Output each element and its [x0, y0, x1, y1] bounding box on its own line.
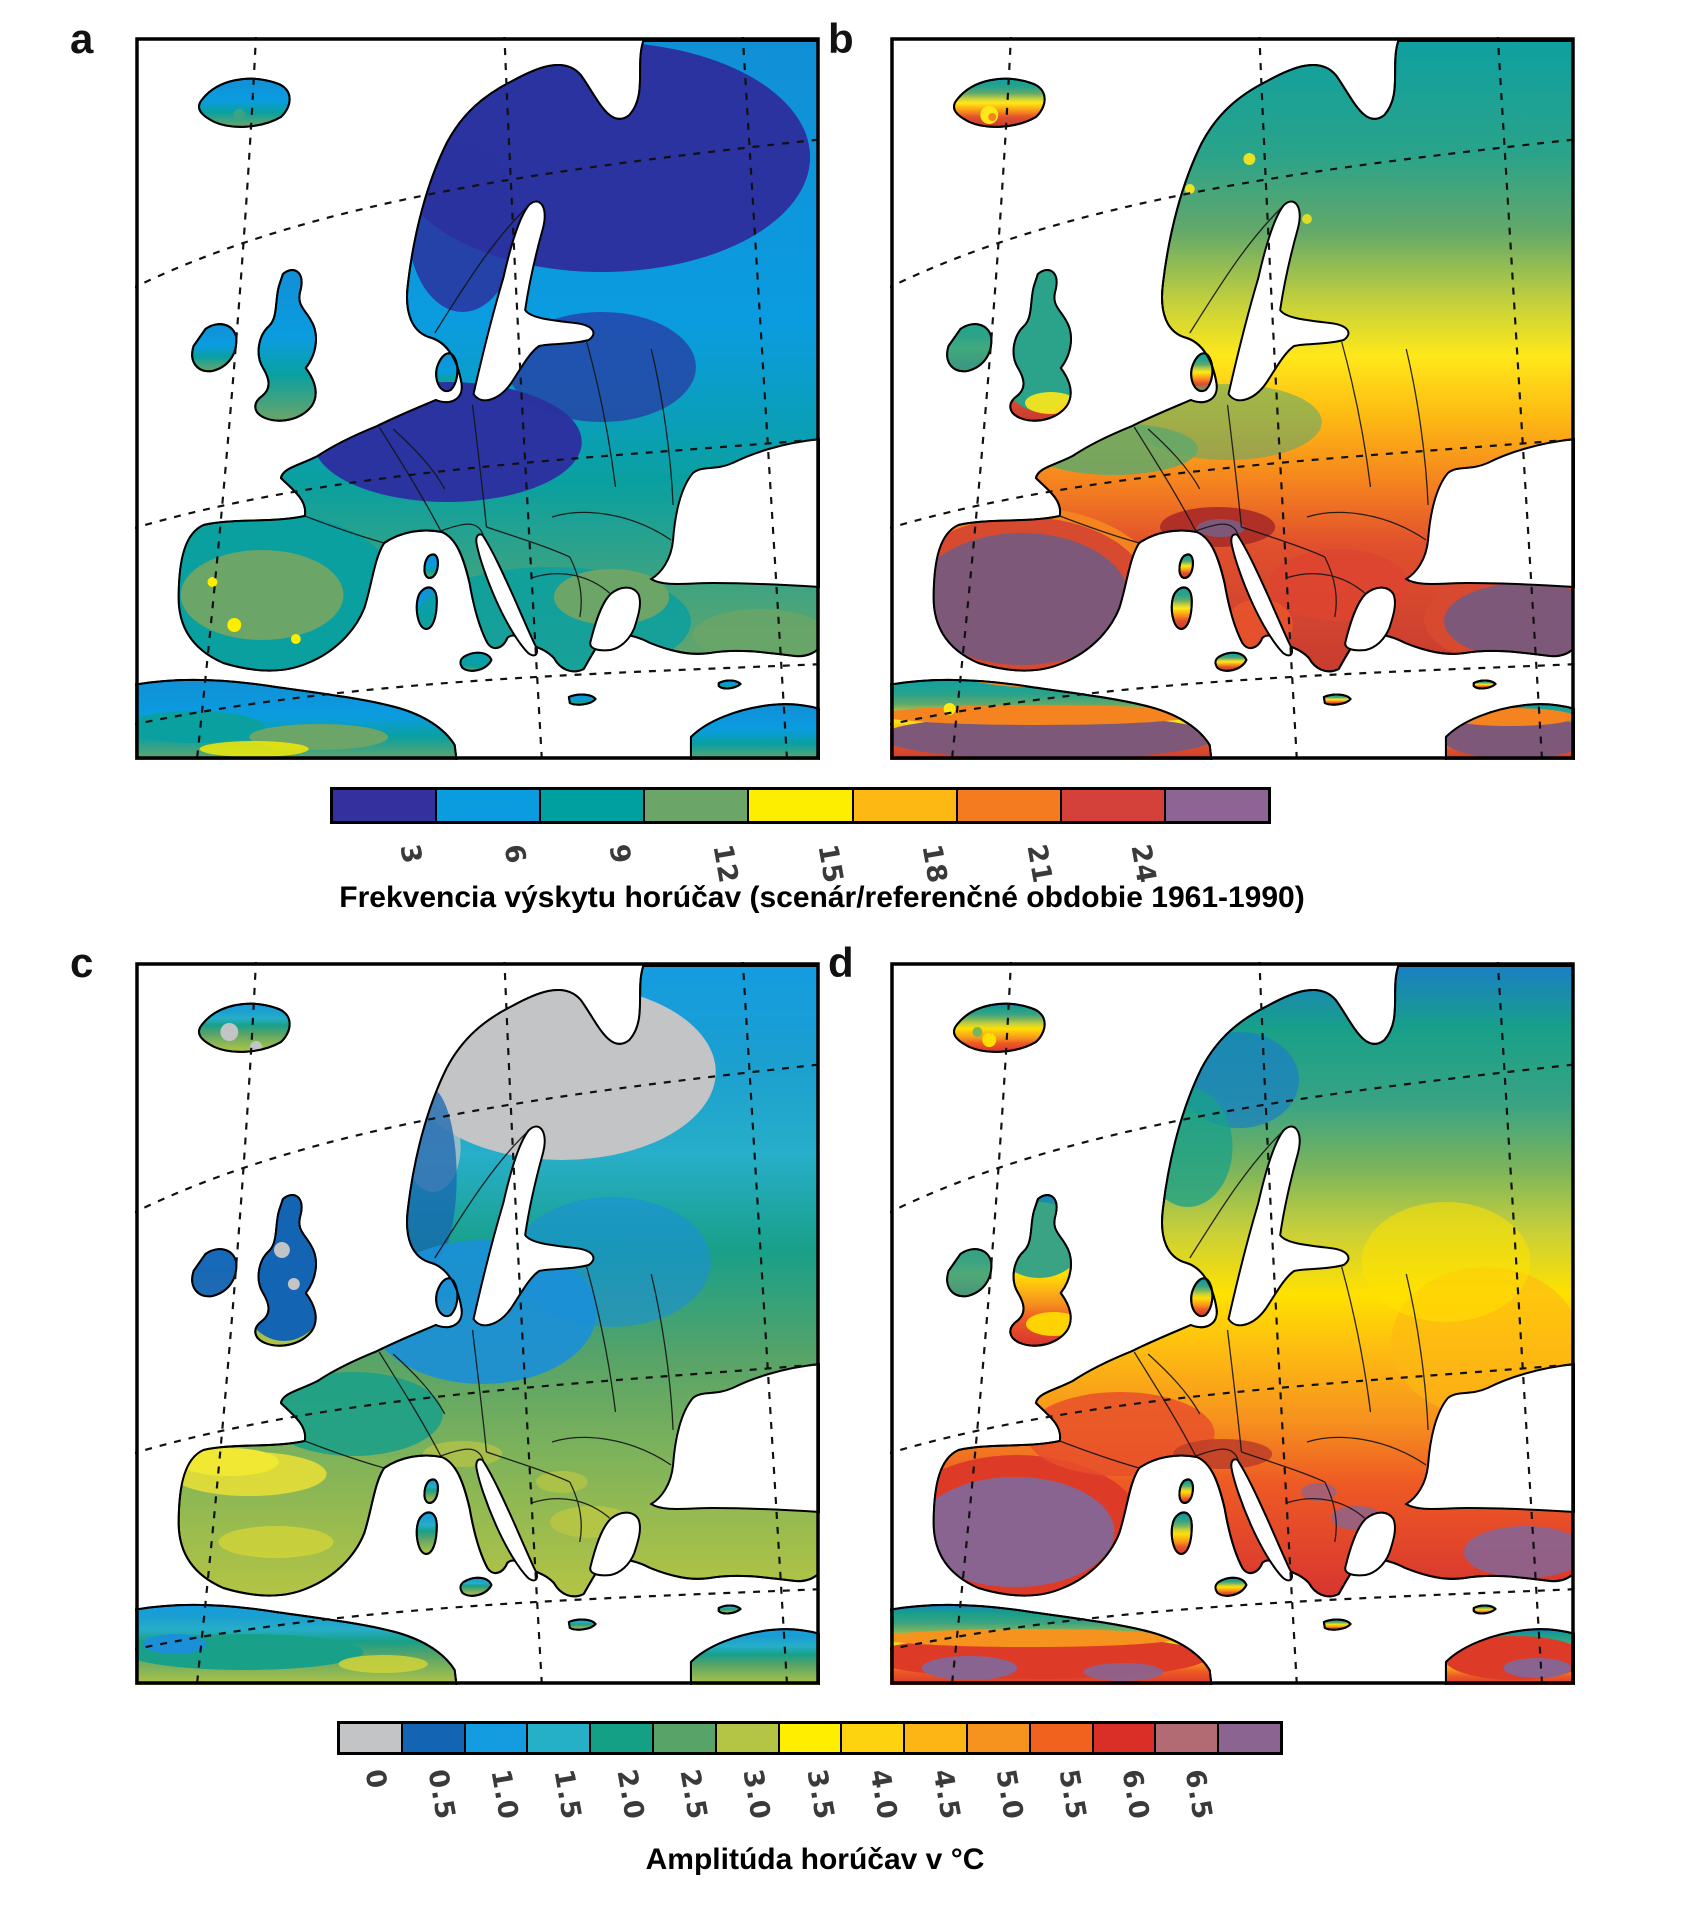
colorbar-segment — [1028, 1724, 1092, 1752]
colorbar-segment — [903, 1724, 966, 1752]
colorbar-segment — [840, 1724, 904, 1752]
colorbar-segment — [1163, 790, 1268, 821]
colorbar-tick-label: 1.5 — [547, 1767, 588, 1823]
colorbar-segment — [643, 790, 748, 821]
colorbar-tick-label: 2.5 — [673, 1767, 714, 1823]
colorbar-tick-label: 3.0 — [736, 1767, 777, 1823]
colorbar-tick-label: 24 — [1124, 842, 1163, 887]
colorbar-tick-label: 0.5 — [421, 1767, 461, 1823]
colorbar-tick-label: 15 — [811, 842, 849, 887]
panel-label-a: a — [70, 15, 94, 62]
colorbar-segment — [777, 1724, 841, 1752]
map-frame — [890, 37, 1575, 760]
colorbar-frequency — [330, 787, 1271, 824]
map-frame — [135, 37, 820, 760]
colorbar-amplitude-caption: Amplitúda horúčav v °C — [645, 1843, 985, 1876]
colorbar-tick-label: 3 — [393, 842, 427, 867]
colorbar-tick-label: 6 — [497, 842, 532, 867]
colorbar-segment — [333, 790, 436, 821]
colorbar-tick-label: 6.0 — [1115, 1767, 1155, 1823]
colorbar-segment — [714, 1724, 778, 1752]
colorbar-segment — [435, 790, 540, 821]
colorbar-frequency-caption: Frekvencia výskytu horúčav (scenár/refer… — [339, 881, 1305, 914]
colorbar-tick-label: 0 — [358, 1767, 393, 1792]
panel-label-d: d — [828, 939, 854, 986]
map-panel-b — [890, 37, 1575, 760]
colorbar-segment — [955, 790, 1060, 821]
colorbar-segment — [965, 1724, 1029, 1752]
colorbar-segment — [400, 1724, 464, 1752]
colorbar-tick-label: 5.5 — [1052, 1767, 1092, 1823]
colorbar-segment — [340, 1724, 401, 1752]
map-frame — [890, 962, 1575, 1685]
colorbar-tick-label: 4.5 — [926, 1767, 966, 1823]
colorbar-segment — [1217, 1724, 1280, 1752]
colorbar-tick-label: 21 — [1020, 842, 1058, 887]
colorbar-segment — [539, 790, 644, 821]
colorbar-tick-label: 12 — [706, 842, 745, 887]
colorbar-segment — [651, 1724, 715, 1752]
colorbar-tick-label: 6.5 — [1178, 1767, 1218, 1823]
colorbar-tick-label: 5.0 — [989, 1767, 1029, 1823]
map-panel-d — [890, 962, 1575, 1685]
map-panel-a — [135, 37, 820, 760]
panel-label-c: c — [70, 939, 94, 986]
colorbar-tick-label: 4.0 — [863, 1767, 903, 1823]
colorbar-tick-label: 1.0 — [484, 1767, 525, 1823]
colorbar-segment — [1154, 1724, 1218, 1752]
colorbar-tick-label: 2.0 — [610, 1767, 651, 1823]
colorbar-amplitude — [337, 1721, 1283, 1755]
panel-label-b: b — [828, 15, 854, 62]
colorbar-segment — [1059, 790, 1164, 821]
colorbar-tick-label: 3.5 — [800, 1767, 840, 1823]
colorbar-segment — [463, 1724, 527, 1752]
colorbar-tick-label: 18 — [915, 842, 954, 887]
map-frame — [135, 962, 820, 1685]
map-panel-c — [135, 962, 820, 1685]
colorbar-segment — [1091, 1724, 1155, 1752]
colorbar-tick-label: 9 — [602, 842, 637, 867]
colorbar-segment — [851, 790, 956, 821]
colorbar-segment — [589, 1724, 652, 1752]
colorbar-segment — [526, 1724, 590, 1752]
colorbar-segment — [747, 790, 852, 821]
